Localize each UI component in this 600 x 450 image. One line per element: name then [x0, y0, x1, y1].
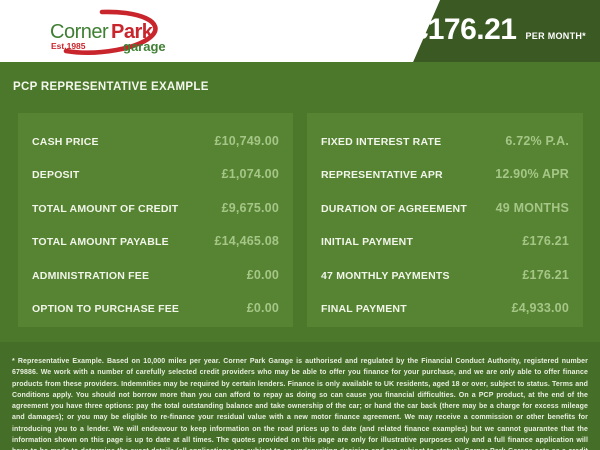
table-row: TOTAL AMOUNT PAYABLE £14,465.08	[32, 234, 279, 248]
logo-text-garage: garage	[123, 39, 166, 54]
row-value: 12.90% APR	[495, 167, 569, 182]
monthly-price-block: £176.21 PER MONTH*	[412, 0, 586, 62]
row-value: £14,465.08	[214, 234, 279, 249]
header-bar: £176.21 PER MONTH* Corner Park garage Es…	[0, 0, 600, 62]
row-value: £0.00	[246, 267, 279, 282]
row-value: £176.21	[522, 267, 569, 282]
row-value: £10,749.00	[214, 134, 279, 148]
logo-text-park: Park	[111, 21, 154, 43]
row-label: OPTION TO PURCHASE FEE	[32, 302, 180, 315]
row-label: ADMINISTRATION FEE	[32, 269, 150, 282]
row-label: DURATION OF AGREEMENT	[321, 202, 467, 215]
row-label: REPRESENTATIVE APR	[321, 169, 443, 182]
table-row: FINAL PAYMENT £4,933.00	[321, 301, 569, 315]
row-label: TOTAL AMOUNT PAYABLE	[32, 236, 169, 249]
per-month-label: PER MONTH*	[525, 31, 586, 41]
logo-text-corner: Corner	[50, 21, 109, 43]
legal-text: * Representative Example. Based on 10,00…	[12, 358, 588, 450]
table-row: 47 MONTHLY PAYMENTS £176.21	[321, 268, 569, 282]
row-value: 6.72% P.A.	[505, 134, 569, 148]
logo-panel: Corner Park garage Est.1985	[0, 0, 441, 62]
row-value: £0.00	[246, 300, 279, 315]
row-label: TOTAL AMOUNT OF CREDIT	[32, 202, 179, 215]
logo-text-est: Est.1985	[51, 41, 86, 51]
finance-figures-panel-left: CASH PRICE £10,749.00 DEPOSIT £1,074.00 …	[18, 113, 293, 327]
finance-figures-panel-right: FIXED INTEREST RATE 6.72% P.A. REPRESENT…	[307, 113, 583, 327]
row-label: DEPOSIT	[32, 169, 80, 182]
table-row: ADMINISTRATION FEE £0.00	[32, 268, 279, 282]
table-row: TOTAL AMOUNT OF CREDIT £9,675.00	[32, 201, 279, 215]
row-label: FIXED INTEREST RATE	[321, 136, 442, 148]
logo-swoosh	[63, 9, 158, 55]
row-value: £176.21	[522, 234, 569, 249]
row-label: CASH PRICE	[32, 136, 99, 148]
table-row: DEPOSIT £1,074.00	[32, 167, 279, 181]
corner-park-garage-logo: Corner Park garage Est.1985	[50, 9, 166, 55]
row-value: £4,933.00	[511, 300, 569, 315]
table-row: INITIAL PAYMENT £176.21	[321, 234, 569, 248]
row-label: FINAL PAYMENT	[321, 302, 407, 315]
legal-footer: * Representative Example. Based on 10,00…	[0, 342, 600, 450]
row-value: 49 MONTHS	[495, 200, 569, 215]
table-row: DURATION OF AGREEMENT 49 MONTHS	[321, 201, 569, 215]
table-row: FIXED INTEREST RATE 6.72% P.A.	[321, 134, 569, 148]
row-label: 47 MONTHLY PAYMENTS	[321, 269, 450, 282]
table-row: REPRESENTATIVE APR 12.90% APR	[321, 167, 569, 181]
finance-example-section: PCP REPRESENTATIVE EXAMPLE CASH PRICE £1…	[0, 62, 600, 342]
table-row: OPTION TO PURCHASE FEE £0.00	[32, 301, 279, 315]
row-value: £9,675.00	[221, 200, 279, 215]
row-value: £1,074.00	[221, 167, 279, 182]
table-row: CASH PRICE £10,749.00	[32, 134, 279, 148]
page-title: PCP REPRESENTATIVE EXAMPLE	[13, 81, 209, 93]
row-label: INITIAL PAYMENT	[321, 236, 414, 249]
